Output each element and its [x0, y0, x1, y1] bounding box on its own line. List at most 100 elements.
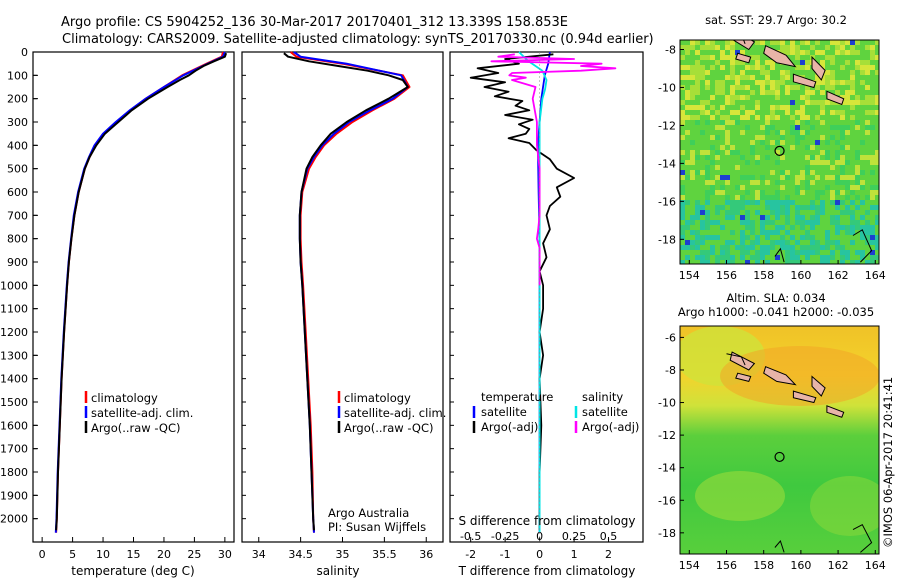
x-tick-label: 30	[218, 548, 232, 561]
x-tick-label: 15	[127, 548, 141, 561]
island	[826, 90, 845, 106]
map-y-tick-label: -16	[658, 195, 676, 208]
x-top-tick-label: -0.25	[491, 530, 519, 543]
depth-tick-label: 300	[7, 116, 28, 129]
depth-tick-label: 1900	[0, 489, 28, 502]
series-line-salinity-argo-adj-	[490, 53, 617, 286]
sla-map-title-1: Altim. SLA: 0.034	[726, 291, 825, 305]
island	[792, 73, 817, 89]
temperature-legend: climatology satellite-adj. clim. Argo(..…	[84, 391, 193, 435]
depth-tick-label: 0	[21, 46, 28, 59]
map-y-tick-label: -10	[658, 81, 676, 94]
title-line-2: Climatology: CARS2009. Satellite-adjuste…	[62, 32, 654, 47]
series-line-climatology	[55, 51, 224, 533]
depth-tick-label: 400	[7, 139, 28, 152]
map-x-tick-label: 162	[828, 559, 849, 572]
series-line-argo-raw-qc-	[55, 52, 228, 531]
x-tick-label: 1	[571, 548, 578, 561]
x-tick-label: 10	[96, 548, 110, 561]
depth-tick-label: 700	[7, 209, 28, 222]
credit-pi: PI: Susan Wijffels	[328, 520, 426, 534]
reef-contour	[774, 539, 785, 553]
salinity-xlabel: salinity	[316, 564, 359, 578]
salinity-plot: 34 34.5 35 35.5 36	[242, 51, 433, 561]
island	[735, 372, 752, 382]
depth-axis: 0 100 200 300 400 500 600 700 800 900 1000 1100 1200…	[0, 46, 38, 526]
map-x-tick-label: 160	[790, 559, 811, 572]
depth-tick-label: 1700	[0, 443, 28, 456]
argo-float-marker	[774, 451, 785, 463]
legend-sal-satellite: satellite	[582, 405, 628, 419]
depth-tick-label: 500	[7, 163, 28, 176]
x-tick-label: -1	[500, 548, 511, 561]
difference-plot: -2 -1 0 1 2-0.5 -0.25 0 0.25 0.5	[450, 51, 618, 561]
map-x-tick-label: 160	[790, 269, 811, 282]
difference-xlabel: T difference from climatology	[458, 564, 636, 578]
legend-label-satellite-adj: satellite-adj. clim.	[91, 406, 193, 420]
series-line-satellite-adj-clim-	[54, 51, 226, 533]
x-tick-label: 34	[252, 548, 266, 561]
map-x-tick-label: 164	[865, 559, 886, 572]
island	[735, 52, 752, 64]
island	[732, 40, 756, 51]
legend-sal-argo: Argo(-adj)	[582, 420, 639, 434]
reef-contour	[743, 40, 746, 44]
map-y-tick-label: -8	[665, 43, 676, 56]
x-tick-label: 35.5	[372, 548, 397, 561]
x-tick-label: 0	[39, 548, 46, 561]
map-y-tick-label: -10	[658, 397, 676, 410]
map-y-tick-label: -12	[658, 119, 676, 132]
map-field	[680, 40, 879, 264]
temperature-xlabel: temperature (deg C)	[71, 564, 194, 578]
sst-map: 154 156 158 160 162 164 -8 -10 -12 -14 -16 -18	[658, 39, 886, 282]
legend-salinity-title: salinity	[582, 390, 623, 404]
depth-tick-label: 1000	[0, 279, 28, 292]
legend-label-argo: Argo(..raw -QC)	[344, 421, 434, 435]
island	[792, 390, 817, 404]
map-y-tick-label: -8	[665, 364, 676, 377]
x-tick-label: 25	[187, 548, 201, 561]
map-x-tick-label: 154	[679, 269, 700, 282]
x-tick-label: 2	[605, 548, 612, 561]
map-y-tick-label: -16	[658, 494, 676, 507]
island	[729, 351, 756, 371]
depth-tick-label: 1200	[0, 326, 28, 339]
map-y-tick-label: -14	[658, 462, 676, 475]
map-x-tick-label: 158	[753, 269, 774, 282]
map-frame	[679, 39, 880, 265]
x-tick-label: -2	[465, 548, 476, 561]
legend-label-satellite-adj: satellite-adj. clim.	[344, 406, 446, 420]
sla-map: 154 156 158 160 162 164 -6 -8 -10 -12 -14 -16 -18	[658, 325, 886, 572]
map-y-tick-label: -18	[658, 527, 676, 540]
temperature-plot: 0 5 10 15 20 25 30	[33, 51, 232, 561]
legend-temp-argo: Argo(-adj)	[481, 420, 538, 434]
x-tick-label: 36	[419, 548, 433, 561]
reef-contour	[852, 524, 873, 553]
legend-label-argo: Argo(..raw -QC)	[91, 421, 181, 435]
island	[763, 366, 797, 386]
depth-tick-label: 1600	[0, 419, 28, 432]
x-tick-label: 0	[536, 548, 543, 561]
difference-xlabel-top: S difference from climatology	[459, 514, 636, 528]
map-y-tick-label: -12	[658, 429, 676, 442]
legend-temp-satellite: satellite	[481, 405, 527, 419]
x-tick-label: 20	[157, 548, 171, 561]
difference-plot-frame	[449, 51, 644, 543]
x-top-tick-label: 0.5	[600, 530, 618, 543]
depth-tick-label: 900	[7, 256, 28, 269]
legend-label-climatology: climatology	[344, 391, 411, 405]
map-field	[680, 326, 879, 554]
depth-tick-label: 2000	[0, 513, 28, 526]
reef-contour	[852, 229, 873, 263]
reef-contour	[726, 353, 746, 366]
map-y-tick-label: -6	[665, 331, 676, 344]
series-line-climatology	[289, 51, 411, 533]
depth-tick-label: 100	[7, 69, 28, 82]
x-top-tick-label: -0.5	[460, 530, 481, 543]
reef-contour	[774, 247, 785, 263]
x-tick-label: 5	[69, 548, 76, 561]
island	[811, 55, 826, 81]
depth-tick-label: 1100	[0, 303, 28, 316]
map-frame	[679, 325, 880, 555]
depth-tick-label: 800	[7, 233, 28, 246]
